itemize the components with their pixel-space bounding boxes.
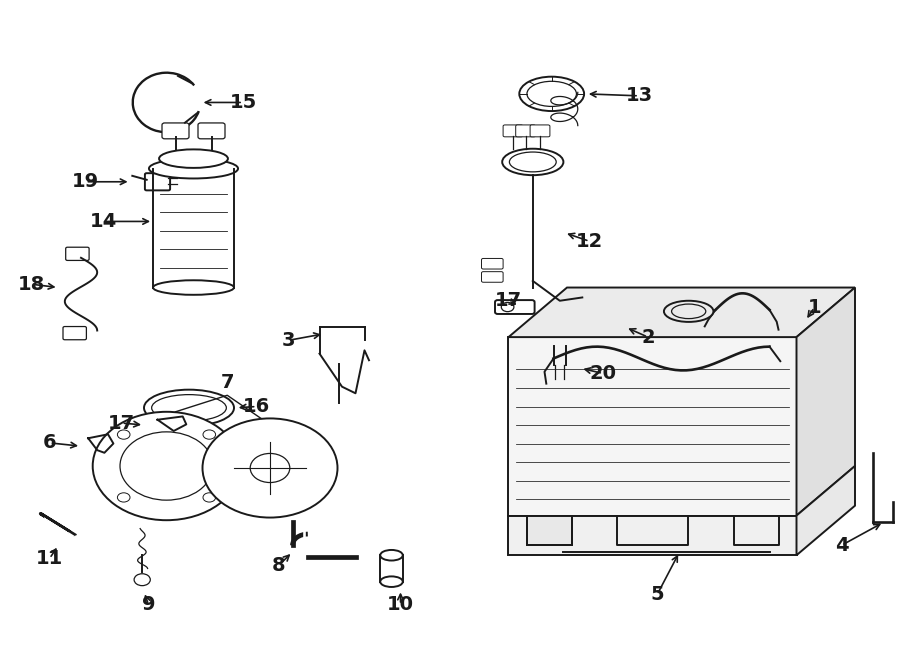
Polygon shape	[508, 288, 855, 337]
Text: 14: 14	[90, 212, 117, 231]
Circle shape	[117, 430, 130, 439]
Text: 19: 19	[72, 173, 99, 191]
Text: 9: 9	[142, 596, 155, 614]
Ellipse shape	[554, 343, 566, 350]
Ellipse shape	[502, 149, 563, 175]
Text: 18: 18	[18, 275, 45, 293]
FancyBboxPatch shape	[482, 272, 503, 282]
Polygon shape	[796, 466, 855, 555]
Text: 13: 13	[626, 87, 652, 105]
Polygon shape	[796, 288, 855, 516]
Ellipse shape	[380, 576, 403, 587]
FancyBboxPatch shape	[482, 258, 503, 269]
Text: 20: 20	[590, 364, 616, 383]
Text: 5: 5	[650, 586, 664, 604]
Ellipse shape	[380, 550, 403, 561]
Ellipse shape	[519, 77, 584, 111]
FancyBboxPatch shape	[503, 125, 523, 137]
Ellipse shape	[151, 395, 227, 421]
Ellipse shape	[159, 149, 228, 168]
Circle shape	[120, 432, 213, 500]
FancyBboxPatch shape	[66, 247, 89, 260]
Circle shape	[501, 303, 514, 312]
Ellipse shape	[582, 290, 606, 301]
Polygon shape	[508, 337, 796, 516]
FancyBboxPatch shape	[145, 173, 170, 190]
Circle shape	[117, 493, 130, 502]
Circle shape	[202, 418, 338, 518]
Text: 17: 17	[495, 292, 522, 310]
Circle shape	[93, 412, 240, 520]
FancyBboxPatch shape	[495, 300, 535, 314]
Text: 6: 6	[42, 434, 57, 452]
Polygon shape	[526, 516, 572, 545]
Text: 10: 10	[387, 596, 414, 614]
Text: 17: 17	[108, 414, 135, 432]
FancyBboxPatch shape	[530, 125, 550, 137]
Circle shape	[250, 453, 290, 483]
Ellipse shape	[153, 280, 234, 295]
Ellipse shape	[555, 377, 564, 381]
Ellipse shape	[148, 159, 238, 178]
Text: 15: 15	[230, 93, 256, 112]
FancyBboxPatch shape	[198, 123, 225, 139]
Circle shape	[203, 493, 216, 502]
Text: 12: 12	[576, 232, 603, 251]
FancyBboxPatch shape	[63, 327, 86, 340]
Text: 4: 4	[834, 536, 849, 555]
Text: 16: 16	[243, 397, 270, 416]
Text: 7: 7	[220, 373, 234, 391]
Text: 2: 2	[641, 328, 655, 346]
Ellipse shape	[554, 362, 566, 368]
Text: 11: 11	[36, 549, 63, 568]
Ellipse shape	[144, 389, 234, 426]
Text: 3: 3	[281, 331, 295, 350]
Ellipse shape	[671, 304, 706, 319]
Ellipse shape	[527, 81, 577, 106]
FancyBboxPatch shape	[516, 125, 536, 137]
Ellipse shape	[509, 152, 556, 172]
Ellipse shape	[664, 301, 714, 322]
Circle shape	[203, 430, 216, 439]
Circle shape	[134, 574, 150, 586]
Polygon shape	[508, 516, 796, 555]
FancyBboxPatch shape	[162, 123, 189, 139]
Text: 8: 8	[272, 556, 286, 574]
Text: 1: 1	[807, 298, 822, 317]
